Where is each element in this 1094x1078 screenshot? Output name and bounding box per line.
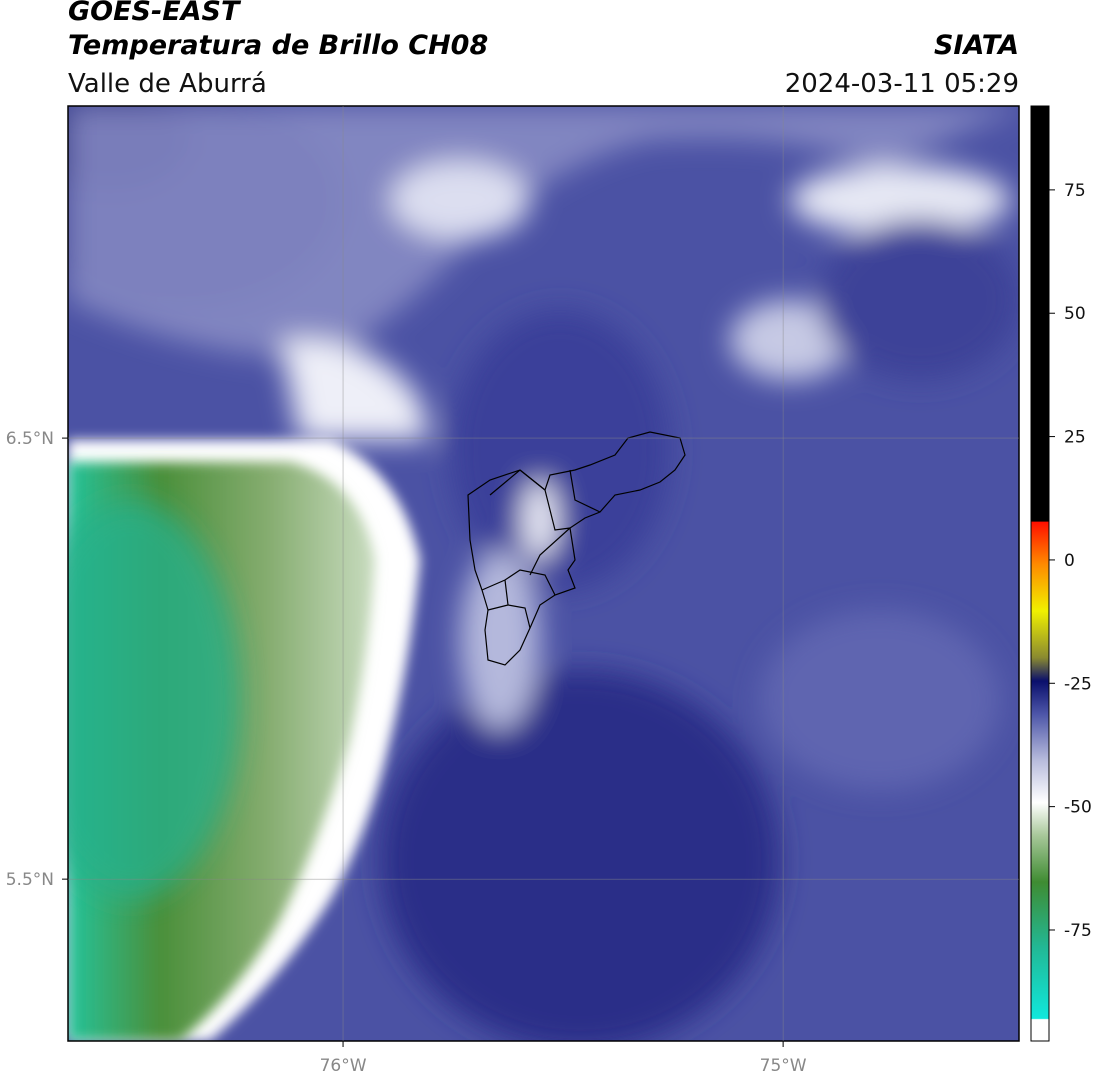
map-frame <box>67 105 1020 1042</box>
colorbar-tick-label: 75 <box>1064 181 1086 201</box>
source: SIATA <box>934 30 1019 61</box>
map-image <box>68 106 1019 1041</box>
x-tick-label: 75°W <box>760 1056 807 1076</box>
colorbar <box>1030 105 1050 1042</box>
colorbar-tick-label: 25 <box>1064 428 1086 448</box>
datetime: 2024-03-11 05:29 <box>785 69 1019 99</box>
region: Valle de Aburrá <box>68 69 267 99</box>
subtitle: Temperatura de Brillo CH08 <box>68 30 488 61</box>
colorbar-tick-label: 0 <box>1064 551 1075 571</box>
x-tick-label: 76°W <box>320 1056 367 1076</box>
y-tick-label: 6.5°N <box>6 429 54 449</box>
colorbar-tick-label: 50 <box>1064 304 1086 324</box>
y-tick-label: 5.5°N <box>6 870 54 890</box>
axes: 76°W 75°W 6.5°N 5.5°N 75 50 25 0 -25 -50 -75 <box>6 106 1092 1076</box>
boundaries <box>467 431 686 666</box>
colorbar-tick-label: -50 <box>1064 798 1092 818</box>
colorbar-tick-label: -75 <box>1064 921 1092 941</box>
colorbar-tick-label: -25 <box>1064 674 1092 694</box>
title: GOES-EAST <box>68 0 242 27</box>
